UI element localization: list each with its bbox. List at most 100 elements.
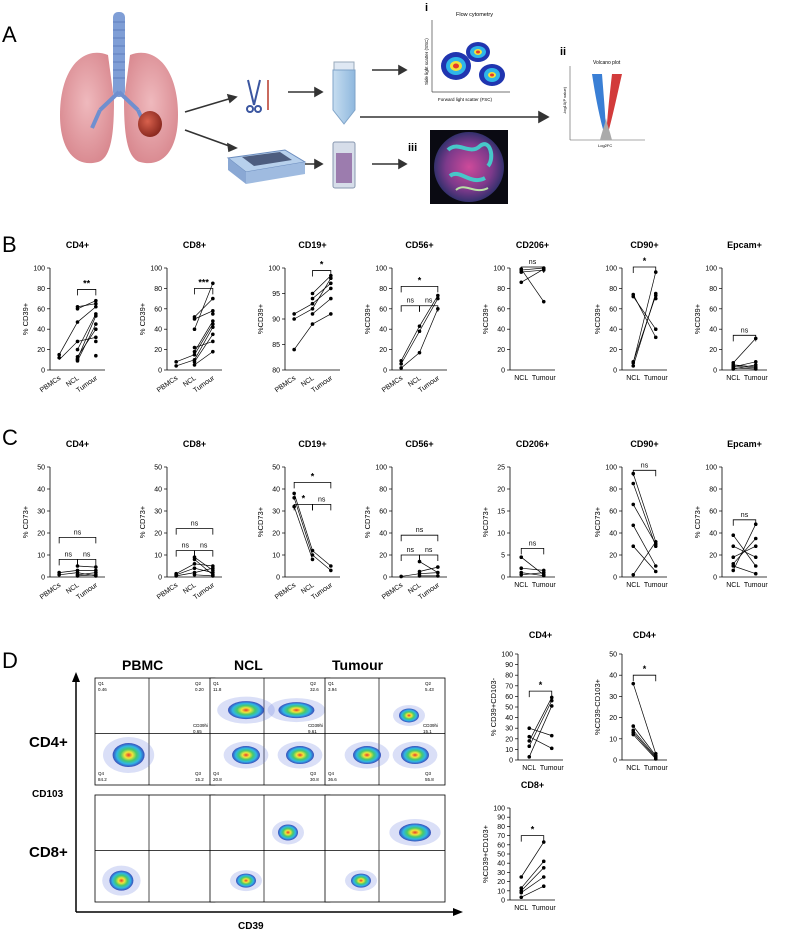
quadrant-label: Q1 <box>328 681 335 686</box>
quadrant-label: Q3 <box>425 771 432 776</box>
y-tick-label: 40 <box>497 861 505 868</box>
data-point <box>753 363 758 367</box>
x-tick-label: Tumour <box>310 582 334 602</box>
chart-title: CD4+ <box>66 240 89 250</box>
y-tick-label: 20 <box>609 715 617 722</box>
svg-text:Forward light scatter (FSC): Forward light scatter (FSC) <box>438 97 493 102</box>
data-point <box>94 339 98 344</box>
pair-line <box>419 572 438 575</box>
y-tick-label: 80 <box>379 286 387 293</box>
pair-line <box>521 567 544 571</box>
pair-line <box>194 574 213 577</box>
pair-line <box>194 283 214 330</box>
pair-line <box>521 269 544 273</box>
svg-text:Log2FC: Log2FC <box>598 143 612 148</box>
pair-line <box>732 534 757 567</box>
slide-icon <box>332 141 356 189</box>
quadrant-value: 55.8 <box>425 777 434 782</box>
sig-label: * <box>418 275 422 285</box>
data-point <box>541 299 546 304</box>
sig-bracket <box>419 305 439 312</box>
y-tick-label: 40 <box>37 327 45 334</box>
y-tick-label: 20 <box>709 347 717 354</box>
x-tick-label: NCL <box>726 582 740 589</box>
data-point <box>631 360 636 364</box>
data-point <box>753 536 758 541</box>
data-point <box>211 309 215 313</box>
x-tick-label: Tumour <box>644 765 669 772</box>
pair-line <box>521 572 544 577</box>
sig-label: * <box>643 664 647 674</box>
y-tick-label: 10 <box>505 747 513 754</box>
y-tick-label: 0 <box>613 575 617 582</box>
roman-iii: iii <box>408 142 417 154</box>
gate-value: 15.1 <box>423 729 432 734</box>
x-tick-label: Tumour <box>192 582 216 602</box>
x-tick-label: PBMCs <box>274 582 298 602</box>
y-tick-label: 80 <box>272 368 280 375</box>
pair-line <box>419 295 439 327</box>
data-point <box>192 358 197 362</box>
pair-line <box>529 727 552 736</box>
sig-label: ns <box>74 529 82 536</box>
y-tick-label: 0 <box>383 575 387 582</box>
data-point <box>292 347 296 352</box>
chart-D2: CD4+ 0 10 20 30 40 50 %CD39-CD103+ NCL Tumour * <box>593 630 668 772</box>
quadrant-value: 36.6 <box>328 777 337 782</box>
sig-bracket <box>400 285 439 293</box>
pair-line <box>520 841 545 878</box>
y-axis-title: % CD73+ <box>363 505 372 538</box>
flow-cytometry-thumbnail: Flow cytometry i Forward light scatter (… <box>424 2 510 102</box>
pair-line <box>194 559 214 576</box>
y-tick-label: 100 <box>605 465 617 472</box>
data-point <box>549 733 554 738</box>
data-point <box>57 355 61 360</box>
data-point <box>57 570 61 575</box>
x-tick-label: Tumour <box>532 582 557 589</box>
data-point <box>436 574 440 578</box>
y-tick-label: 40 <box>609 327 617 334</box>
data-point <box>192 352 197 357</box>
data-point <box>541 840 546 844</box>
panel-a-schematic: Flow cytometry i Forward light scatter (… <box>60 2 645 204</box>
data-point <box>211 339 215 344</box>
tumour-icon <box>138 111 162 137</box>
pair-line <box>733 364 756 368</box>
chart-B6: CD90+ 0 20 40 60 80 100 %CD39+ NCL Tumour * <box>593 240 668 382</box>
y-tick-label: 40 <box>497 327 505 334</box>
pair-line <box>312 275 332 294</box>
data-point <box>310 312 315 316</box>
x-tick-label: PBMCs <box>156 375 180 395</box>
data-point <box>436 570 440 575</box>
chart-title: CD56+ <box>405 240 433 250</box>
sig-label: * <box>302 493 306 503</box>
x-axis-label-cd39: CD39 <box>238 921 264 930</box>
chart-title: CD56+ <box>405 439 433 449</box>
sig-label: ns <box>318 496 326 503</box>
pair-line <box>521 268 544 283</box>
x-tick-label: PBMCs <box>274 375 298 395</box>
y-tick-label: 80 <box>154 286 162 293</box>
data-point <box>329 312 333 316</box>
quadrant-value: 30.8 <box>310 777 319 782</box>
data-point <box>94 322 98 326</box>
data-point <box>436 565 440 569</box>
pair-line <box>194 310 213 320</box>
pair-line <box>194 563 213 567</box>
y-tick-label: 100 <box>493 806 505 813</box>
pair-line <box>59 570 78 573</box>
sig-bracket <box>520 266 545 273</box>
flow-density <box>112 743 145 768</box>
y-axis-title: %CD73+ <box>256 506 265 537</box>
pair-line <box>632 725 657 756</box>
data-point <box>329 281 333 286</box>
y-tick-label: 80 <box>709 487 717 494</box>
sig-bracket <box>520 548 545 555</box>
data-point <box>292 317 296 321</box>
data-point <box>310 553 315 557</box>
data-point <box>174 571 178 576</box>
data-point <box>417 324 422 328</box>
pair-line <box>520 861 545 889</box>
sig-label: *** <box>198 277 209 287</box>
pair-line <box>293 308 313 320</box>
